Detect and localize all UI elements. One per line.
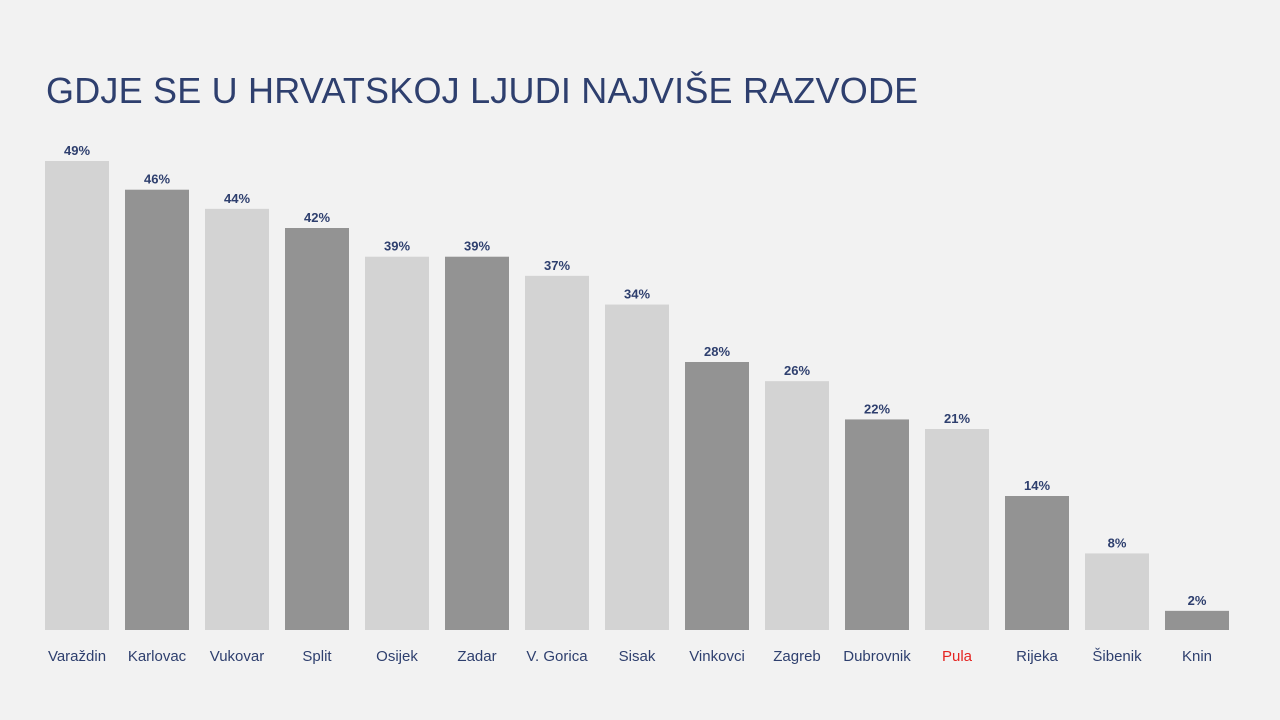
category-label-6: V. Gorica — [526, 648, 588, 665]
category-label-4: Osijek — [376, 648, 418, 665]
bar-2 — [205, 208, 269, 630]
chart-title: GDJE SE U HRVATSKOJ LJUDI NAJVIŠE RAZVOD… — [46, 70, 919, 111]
category-label-11: Pula — [942, 648, 973, 665]
value-label-2: 44% — [224, 191, 250, 206]
value-label-9: 26% — [784, 363, 810, 378]
value-label-0: 49% — [64, 143, 90, 158]
category-label-13: Šibenik — [1092, 648, 1142, 665]
value-label-3: 42% — [304, 210, 330, 225]
bar-12 — [1005, 496, 1069, 630]
value-label-7: 34% — [624, 287, 650, 302]
category-label-7: Sisak — [619, 648, 656, 665]
category-label-9: Zagreb — [773, 648, 821, 665]
bar-0 — [45, 161, 109, 630]
bar-7 — [605, 304, 669, 630]
value-label-5: 39% — [464, 239, 490, 254]
value-label-10: 22% — [864, 401, 890, 416]
bar-5 — [445, 256, 509, 630]
category-label-12: Rijeka — [1016, 648, 1058, 665]
category-label-10: Dubrovnik — [843, 648, 911, 665]
value-label-6: 37% — [544, 258, 570, 273]
value-label-4: 39% — [384, 239, 410, 254]
value-label-1: 46% — [144, 172, 170, 187]
value-label-13: 8% — [1108, 535, 1127, 550]
bar-13 — [1085, 553, 1149, 630]
category-label-14: Knin — [1182, 648, 1212, 665]
category-label-2: Vukovar — [210, 648, 264, 665]
bar-8 — [685, 362, 749, 630]
value-label-11: 21% — [944, 411, 970, 426]
value-label-14: 2% — [1188, 593, 1207, 608]
bar-4 — [365, 256, 429, 630]
bar-9 — [765, 381, 829, 630]
category-label-0: Varaždin — [48, 648, 106, 665]
bar-6 — [525, 275, 589, 630]
bar-3 — [285, 228, 349, 630]
bar-11 — [925, 429, 989, 630]
category-label-3: Split — [302, 648, 332, 665]
category-label-1: Karlovac — [128, 648, 187, 665]
bar-10 — [845, 419, 909, 630]
category-label-5: Zadar — [457, 648, 496, 665]
bar-1 — [125, 189, 189, 630]
value-label-12: 14% — [1024, 478, 1050, 493]
bar-14 — [1165, 610, 1229, 630]
value-label-8: 28% — [704, 344, 730, 359]
category-label-8: Vinkovci — [689, 648, 745, 665]
